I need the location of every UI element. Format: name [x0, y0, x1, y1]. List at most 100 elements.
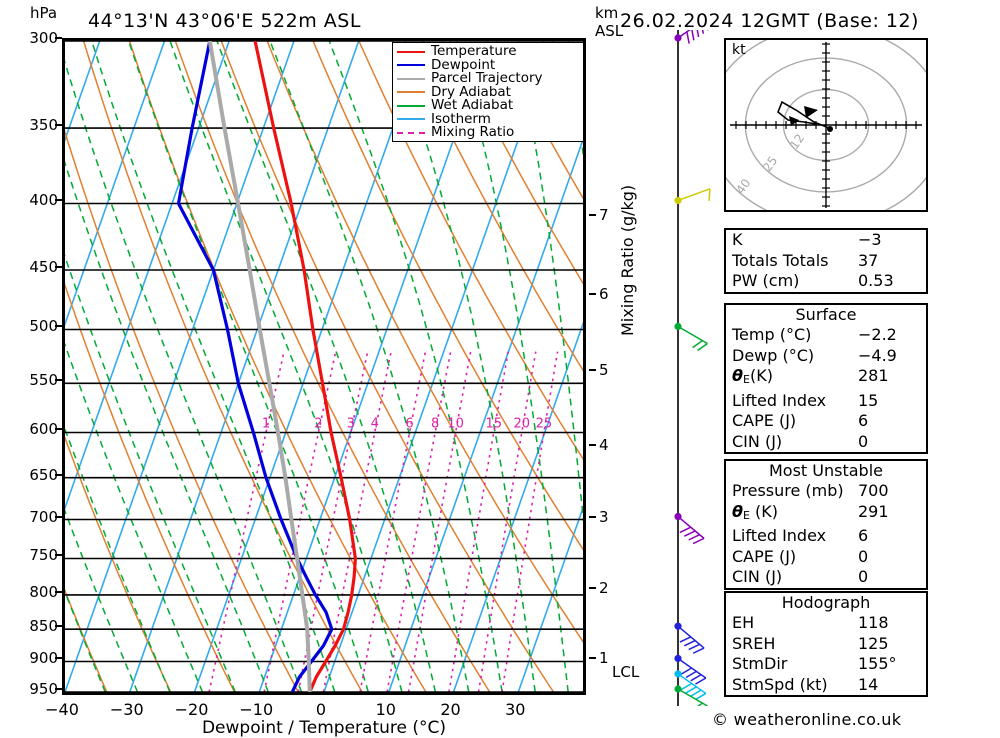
- panel-row-key: Totals Totals: [732, 251, 858, 272]
- pressure-tick-mark: [55, 124, 62, 126]
- temperature-tick-label: 0: [316, 700, 326, 719]
- pressure-tick-label: 550: [29, 371, 58, 389]
- panel-row-key: Temp (°C): [732, 325, 858, 346]
- hodograph-arrow-head: [804, 106, 818, 118]
- panel-row: θE (K)291: [726, 502, 926, 527]
- panel-title: Hodograph: [726, 593, 926, 613]
- panel-row-value: −4.9: [858, 346, 920, 367]
- panel-row-value: −2.2: [858, 325, 920, 346]
- mixing-ratio-label: 3: [347, 416, 355, 431]
- hodograph-ring-label: 25: [760, 154, 780, 175]
- temperature-tick-label: −10: [239, 700, 273, 719]
- xaxis-title: Dewpoint / Temperature (°C): [0, 718, 648, 738]
- wind-barb-flag: [680, 637, 691, 642]
- panel-row-key: SREH: [732, 634, 858, 655]
- legend-swatch-icon: [397, 105, 425, 107]
- temperature-tick-label: 10: [376, 700, 396, 719]
- pressure-tick-mark: [55, 516, 62, 518]
- panel-row-value: 6: [858, 526, 920, 547]
- panel-row: Temp (°C)−2.2: [726, 325, 926, 346]
- legend-label: Mixing Ratio: [431, 126, 514, 140]
- altitude-tick-mark: [589, 293, 596, 295]
- hodograph-ring-label: 12: [787, 131, 807, 152]
- panel-row-key: CAPE (J): [732, 411, 858, 432]
- wind-barb-flag: [684, 531, 695, 536]
- wind-barb-flag: [686, 671, 696, 677]
- pressure-tick-label: 700: [29, 508, 58, 526]
- wind-barb-flag: [691, 675, 701, 681]
- temperature-tick-label: −30: [110, 700, 144, 719]
- wind-barb-flag: [695, 693, 705, 699]
- panel-row: StmSpd (kt)14: [726, 675, 926, 696]
- panel-title: Most Unstable: [726, 461, 926, 481]
- pressure-tick-label: 450: [29, 258, 58, 276]
- altitude-tick-mark: [589, 369, 596, 371]
- wind-barb-shaft: [678, 517, 704, 539]
- altitude-tick-label: 4: [599, 436, 609, 454]
- wind-barb-flag: [684, 641, 695, 646]
- wind-barb-flag: [689, 535, 700, 540]
- panel-row-key: CIN (J): [732, 567, 858, 588]
- pressure-tick-label: 650: [29, 466, 58, 484]
- wind-barb-flag: [681, 668, 691, 674]
- legend-swatch-icon: [397, 51, 425, 53]
- pressure-tick-mark: [55, 625, 62, 627]
- mixing-ratio-line: [409, 352, 471, 692]
- temperature-tick-label: 20: [440, 700, 460, 719]
- wind-barb-flag: [681, 683, 691, 689]
- altitude-tick-label: 6: [599, 285, 609, 303]
- wind-barb-shaft: [678, 626, 704, 648]
- pressure-tick-label: 500: [29, 317, 58, 335]
- run-datetime-title: 26.02.2024 12GMT (Base: 12): [620, 10, 919, 32]
- panel-row-value: 15: [858, 391, 920, 412]
- panel-row-value: 700: [858, 481, 920, 502]
- altitude-tick-mark: [589, 587, 596, 589]
- temperature-tick-label: −20: [175, 700, 209, 719]
- mixing-ratio-label: 2: [314, 416, 322, 431]
- mixing-ratio-label: 1: [262, 416, 270, 431]
- mixing-ratio-label: 15: [485, 416, 502, 431]
- legend-swatch-icon: [397, 78, 425, 80]
- panel-row-value: 281: [858, 366, 920, 391]
- panel-row-value: 291: [858, 502, 920, 527]
- temperature-tick-label: 30: [505, 700, 525, 719]
- altitude-tick-mark: [589, 657, 596, 659]
- panel-row-value: 0: [858, 547, 920, 568]
- pressure-tick-mark: [55, 474, 62, 476]
- pressure-tick-mark: [55, 379, 62, 381]
- pressure-tick-mark: [55, 428, 62, 430]
- panel-row-value: 14: [858, 675, 920, 696]
- panel-row-key: PW (cm): [732, 271, 858, 292]
- panel-row-value: 118: [858, 613, 920, 634]
- pressure-tick-mark: [55, 37, 62, 39]
- altitude-tick-label: 7: [599, 206, 609, 224]
- panel-row-value: 6: [858, 411, 920, 432]
- legend-swatch-icon: [397, 64, 425, 66]
- mixing-ratio-label: 10: [447, 416, 464, 431]
- hodograph-unit-label: kt: [732, 42, 746, 58]
- panel-row-key: K: [732, 230, 858, 251]
- pressure-unit-label: hPa: [30, 4, 57, 22]
- temperature-tick-label: −40: [45, 700, 79, 719]
- wind-barb-flag: [687, 32, 689, 44]
- legend-swatch-icon: [397, 91, 425, 93]
- mixing-ratio-axis-title: Mixing Ratio (g/kg): [618, 185, 637, 336]
- wind-barb-flag: [692, 30, 694, 40]
- wind-barb-flag: [695, 678, 705, 684]
- wind-barb-flag: [686, 687, 696, 693]
- mixing-ratio-label: 8: [431, 416, 439, 431]
- mixing-ratio-label: 20: [513, 416, 530, 431]
- wind-barb-flag: [693, 538, 704, 543]
- mixing-ratio-label: 4: [371, 416, 379, 431]
- altitude-tick-mark: [589, 516, 596, 518]
- wind-barb-shaft: [678, 189, 710, 201]
- pressure-tick-label: 800: [29, 583, 58, 601]
- pressure-tick-mark: [55, 266, 62, 268]
